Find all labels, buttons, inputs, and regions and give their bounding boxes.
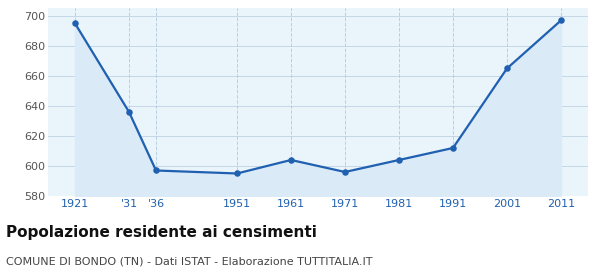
Point [286,158,296,162]
Point [124,110,134,114]
Text: Popolazione residente ai censimenti: Popolazione residente ai censimenti [6,225,317,241]
Text: COMUNE DI BONDO (TN) - Dati ISTAT - Elaborazione TUTTITALIA.IT: COMUNE DI BONDO (TN) - Dati ISTAT - Elab… [6,256,373,266]
Point [70,21,80,26]
Point [151,168,161,173]
Point [556,18,566,23]
Point [448,146,458,150]
Point [340,170,350,174]
Point [394,158,404,162]
Point [232,171,242,176]
Point [502,66,512,71]
